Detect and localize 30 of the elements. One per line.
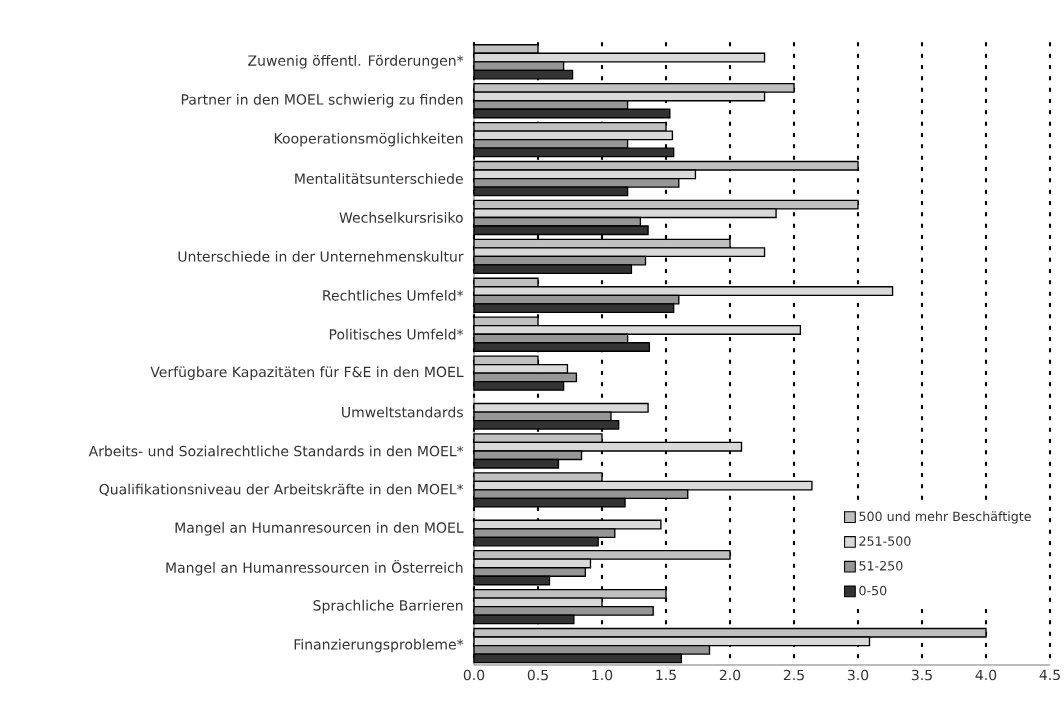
y-tick-label: Verfügbare Kapazitäten für F&E in den MOEL: [150, 366, 464, 380]
x-tick-label: 0.0: [463, 669, 485, 681]
x-tick-label: 0.5: [527, 669, 548, 681]
y-tick-label: Politisches Umfeld*: [329, 328, 464, 340]
y-tick-label: Unterschiede in der Unternehmenskultur: [178, 250, 464, 262]
legend-label: 500 und mehr Beschäftigte: [859, 511, 1031, 524]
legend-label: 251-500: [859, 536, 911, 546]
y-tick-label: Mangel an Humanresourcen in den MOEL: [175, 522, 464, 536]
y-tick-label: Arbeits- und Sozialrechtliche Standards in den MOEL*: [88, 445, 464, 457]
x-tick-label: 1.5: [656, 669, 676, 681]
x-tick-label: 1.0: [592, 669, 613, 681]
y-tick-label: Rechtliches Umfeld*: [323, 289, 464, 301]
x-tick-label: 4.0: [975, 669, 997, 681]
y-tick-label: Mentalitätsunterschiede: [295, 173, 463, 184]
x-tick-label: 2.0: [719, 669, 741, 681]
y-tick-label: Mangel an Humanressourcen in Österreich: [166, 559, 463, 576]
y-tick-label: Sprachliche Barrieren: [313, 599, 463, 614]
x-tick-label: 2.5: [783, 669, 804, 681]
y-tick-label: Finanzierungsprobleme*: [294, 638, 464, 653]
x-tick-label: 3.0: [847, 669, 869, 681]
y-tick-label: Zuwenig öffentl. Förderungen*: [248, 55, 464, 69]
y-tick-label: Kooperationsmöglichkeiten: [274, 132, 463, 147]
legend-label: 0-50: [859, 585, 887, 596]
y-tick-label: Umweltstandards: [342, 406, 463, 418]
x-tick-label: 3.5: [911, 669, 932, 681]
legend-label: 51-250: [859, 560, 903, 571]
x-tick-label: 4.5: [1039, 669, 1060, 681]
y-tick-label: Qualifikationsniveau der Arbeitskräfte in den MOEL*: [99, 483, 464, 497]
y-tick-label: Wechselkursrisiko: [339, 212, 463, 223]
y-tick-label: Partner in den MOEL schwierig zu finden: [181, 93, 463, 108]
